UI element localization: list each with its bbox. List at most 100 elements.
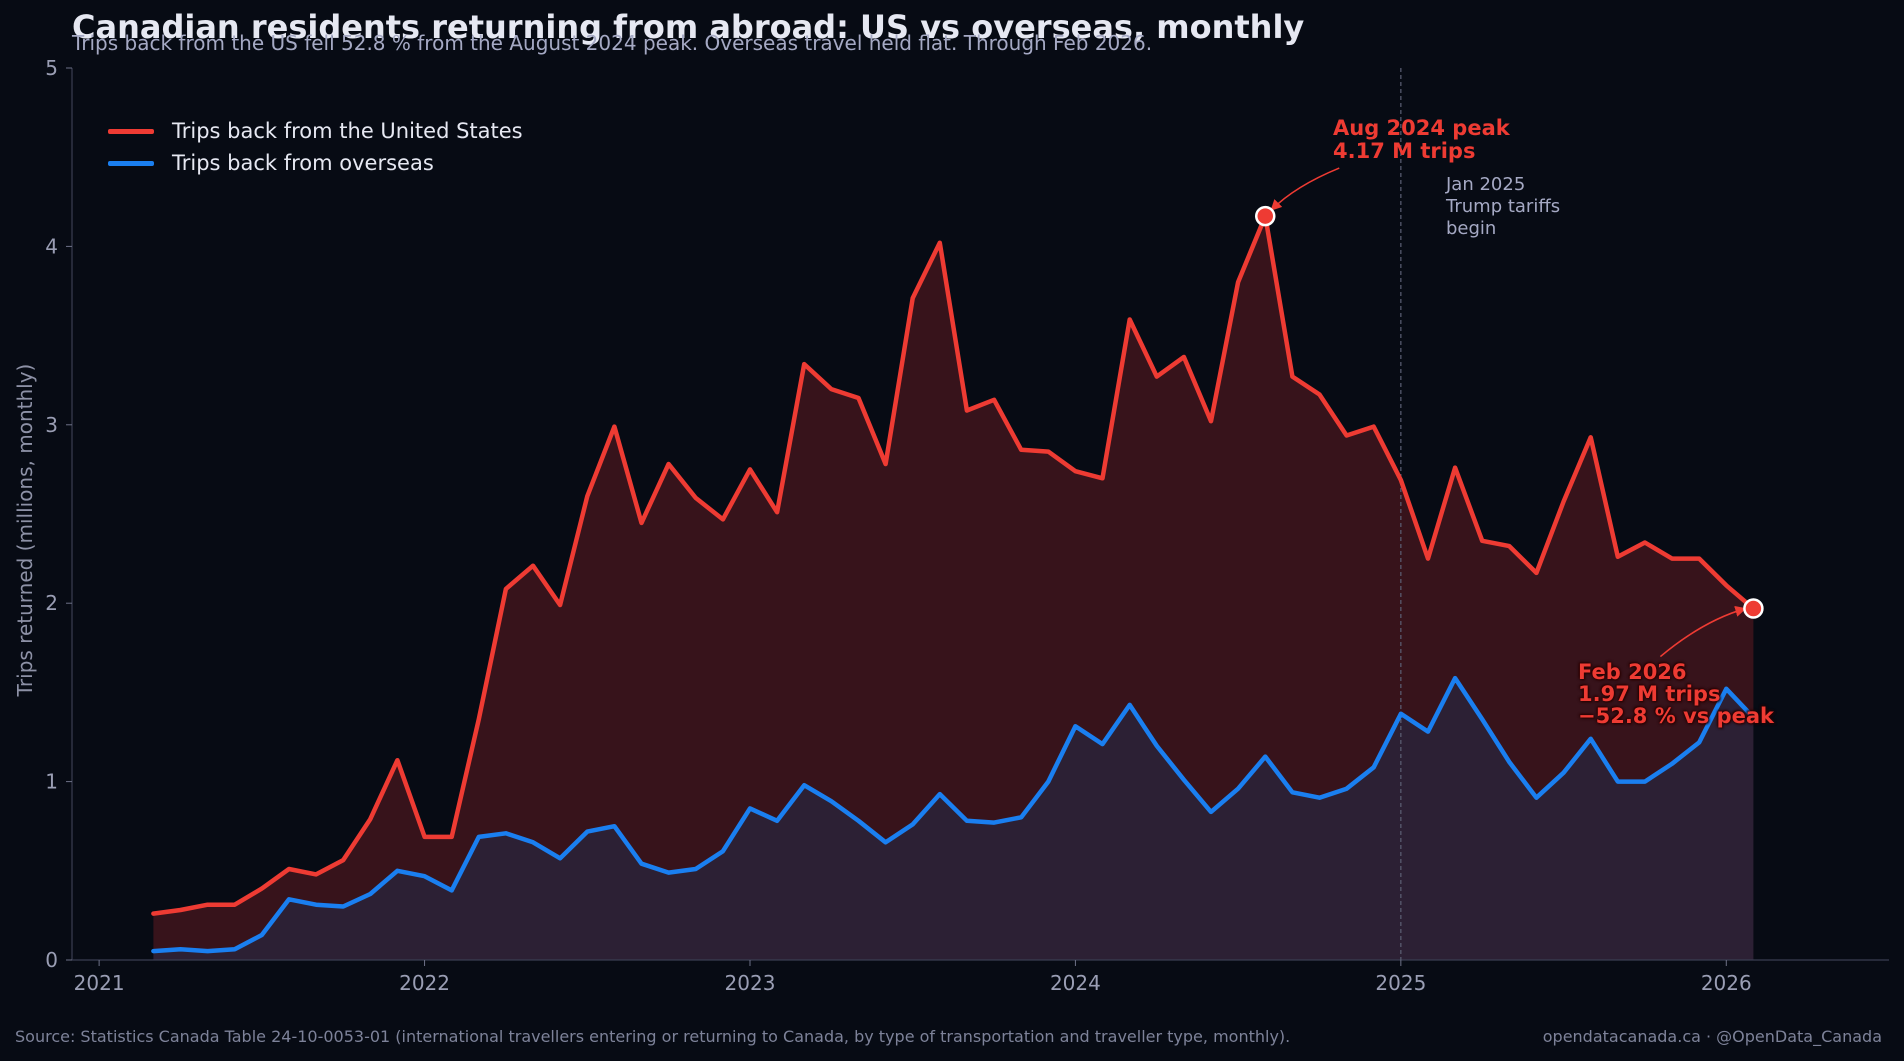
us-data-point [1127,317,1132,322]
us-data-point [883,462,888,467]
overseas-data-point [1534,795,1539,800]
overseas-data-point [1425,729,1430,734]
us-data-point [1507,544,1512,549]
overseas-data-point [585,829,590,834]
overseas-data-point [1697,740,1702,745]
us-data-point [1290,374,1295,379]
us-data-point [259,886,264,891]
overseas-data-point [1209,809,1214,814]
overseas-data-point [1670,761,1675,766]
overseas-data-point [1398,711,1403,716]
us-data-point [1642,540,1647,545]
annotation-latest-line: Feb 2026 [1578,660,1687,684]
overseas-data-point [666,870,671,875]
overseas-data-point [232,947,237,952]
us-data-point [205,902,210,907]
us-data-point [1236,280,1241,285]
latest-marker [1743,598,1764,619]
us-data-point [151,911,156,916]
overseas-data-point [1127,702,1132,707]
x-tick-label: 2022 [399,971,450,995]
overseas-data-point [910,822,915,827]
us-data-point [1181,355,1186,360]
overseas-data-point [747,806,752,811]
annotation-tariff-line: Jan 2025 [1446,174,1526,195]
us-data-point [829,387,834,392]
us-data-point [1588,435,1593,440]
chart-title: Canadian residents returning from abroad… [72,8,1305,46]
us-data-point [1724,583,1729,588]
overseas-data-point [693,867,698,872]
us-data-point [1344,433,1349,438]
overseas-data-point [151,949,156,954]
legend-label-overseas: Trips back from overseas [172,151,434,175]
us-line [151,213,1756,916]
area-fills [153,216,1754,960]
overseas-data-point [422,874,427,879]
x-tick-label: 2021 [74,971,125,995]
credit-note: opendatacanada.ca · @OpenData_Canada [1542,1027,1882,1046]
legend-label-us: Trips back from the United States [172,119,523,143]
overseas-data-point [1073,724,1078,729]
us-data-point [1670,556,1675,561]
us-data-point [368,817,373,822]
y-tick-label: 2 [45,591,58,615]
y-axis-label: Trips returned (millions, monthly) [13,363,37,697]
us-data-point [1371,424,1376,429]
overseas-data-point [1181,777,1186,782]
x-tick-label: 2024 [1050,971,1101,995]
latest-arrow [1659,605,1747,658]
overseas-data-point [1019,815,1024,820]
us-data-point [531,563,536,568]
us-data-point [775,510,780,515]
overseas-data-point [775,818,780,823]
legend-swatch-us [108,128,154,134]
us-data-point [1453,465,1458,470]
us-data-point [1697,556,1702,561]
overseas-data-point [1154,743,1159,748]
us-data-point [1209,419,1214,424]
y-tick-label: 3 [45,413,58,437]
us-data-point [856,396,861,401]
annotation-latest-line: −52.8 % vs peak [1578,704,1774,728]
axes: 0 1 2 3 4 5 2021 2022 2023 2024 2025 2026 [45,56,1889,995]
overseas-data-point [395,868,400,873]
annotation-peak-line: Aug 2024 peak [1333,116,1510,140]
y-tick-label: 4 [45,234,58,258]
overseas-data-point [1263,754,1268,759]
x-tick-label: 2025 [1375,971,1426,995]
overseas-data-point [964,818,969,823]
overseas-data-point [992,820,997,825]
series-lines [151,213,1756,954]
us-data-point [314,872,319,877]
overseas-data-point [558,856,563,861]
y-tick-label: 5 [45,56,58,80]
overseas-data-point [937,792,942,797]
us-data-point [747,467,752,472]
us-data-point [178,908,183,913]
us-data-point [910,296,915,301]
overseas-data-point [829,799,834,804]
annotation-tariff-line: begin [1446,218,1497,239]
overseas-line [151,675,1756,954]
x-tick-label: 2026 [1701,971,1752,995]
overseas-data-point [639,861,644,866]
chart-subtitle: Trips back from the US fell 52.8 % from … [72,31,1153,55]
legend: Trips back from the United States Trips … [108,115,523,179]
annotation-latest-line: 1.97 M trips [1578,682,1721,706]
us-data-point [341,858,346,863]
overseas-data-point [1344,786,1349,791]
peak-arrow [1270,167,1340,211]
us-data-point [1615,554,1620,559]
annotation-arrows [1270,167,1747,658]
overseas-data-point [341,904,346,909]
us-data-point [1073,469,1078,474]
overseas-data-point [1046,779,1051,784]
us-data-point [1425,556,1430,561]
overseas-data-point [1100,742,1105,747]
us-data-point [503,586,508,591]
annotation-latest: Feb 2026 1.97 M trips −52.8 % vs peak [1578,661,1774,727]
overseas-data-point [503,831,508,836]
overseas-data-point [720,849,725,854]
peak-marker [1255,205,1276,227]
